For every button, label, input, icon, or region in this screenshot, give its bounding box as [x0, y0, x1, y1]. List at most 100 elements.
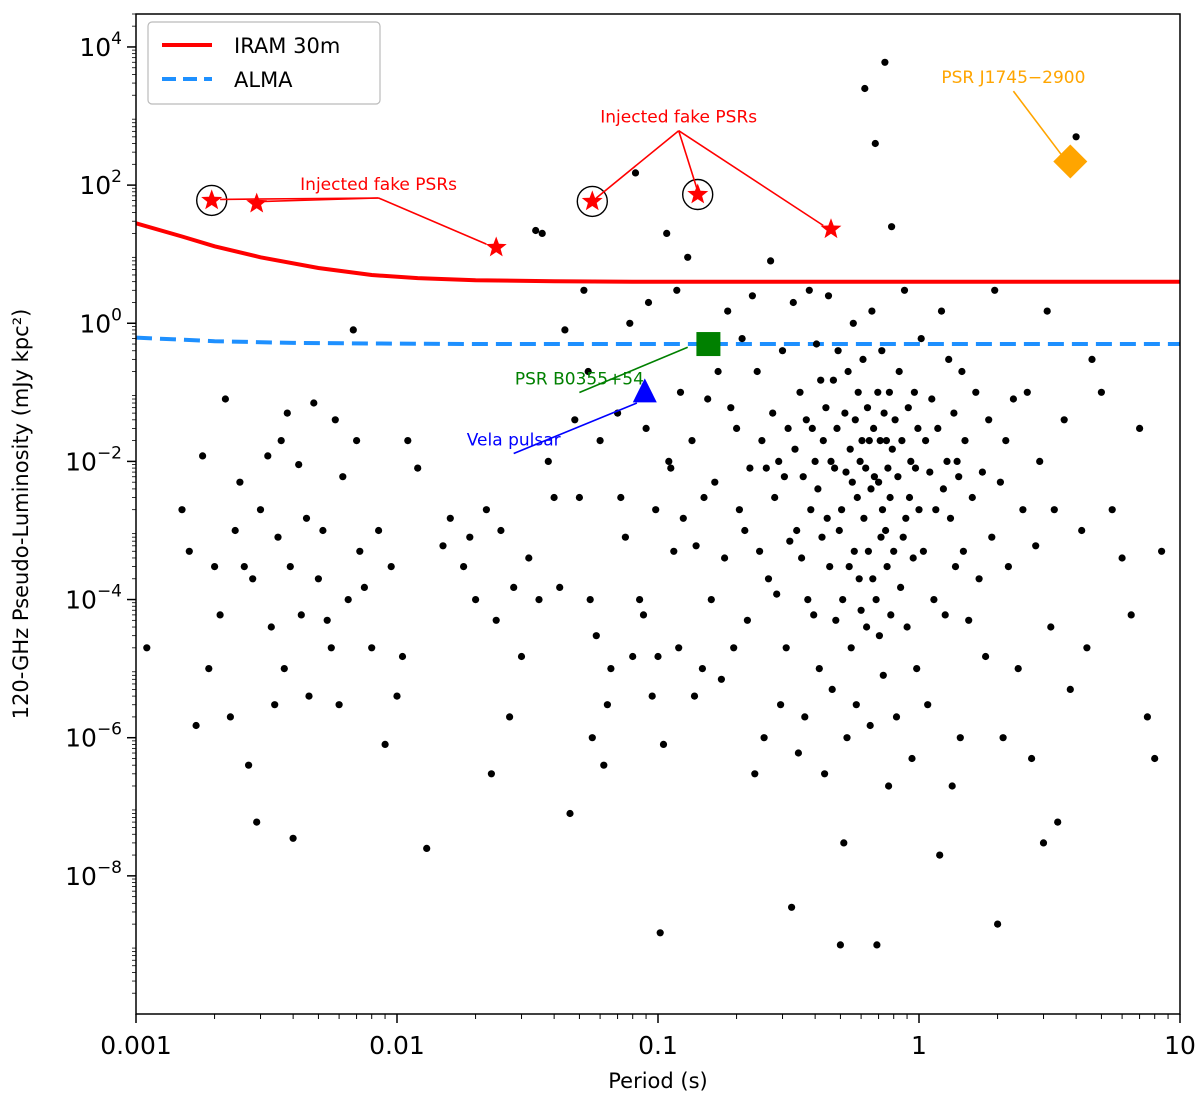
- pulsar-point: [756, 547, 764, 555]
- pulsar-point: [264, 452, 272, 460]
- pulsar-point: [751, 770, 759, 778]
- pulsar-point: [600, 761, 608, 769]
- pulsar-point: [804, 596, 812, 604]
- pulsar-point: [319, 526, 327, 535]
- pulsar-point: [794, 749, 803, 757]
- fake-psr-star: [687, 183, 709, 204]
- pulsar-point: [510, 583, 518, 592]
- y-tick-label: 102: [79, 167, 122, 200]
- pulsar-point: [793, 526, 801, 535]
- pulsar-point: [648, 692, 656, 700]
- annotation-label: Injected fake PSRs: [300, 175, 457, 195]
- pulsar-point: [253, 818, 261, 826]
- pulsar-point: [828, 685, 836, 694]
- pulsar-point: [991, 286, 999, 294]
- pulsar-point: [344, 596, 352, 604]
- pulsar-point: [959, 547, 968, 555]
- pulsar-point: [827, 457, 835, 465]
- pulsar-point: [398, 652, 407, 661]
- pulsar-point: [1014, 665, 1022, 673]
- y-tick-exponent: −4: [97, 582, 122, 602]
- pulsar-point: [236, 478, 244, 486]
- pulsar-point: [692, 542, 700, 550]
- pulsar-point: [349, 326, 357, 334]
- pulsar-point: [876, 437, 884, 445]
- pulsar-point: [819, 437, 827, 445]
- pulsar-point: [667, 464, 675, 472]
- pulsar-point: [335, 701, 343, 709]
- pulsar-point: [900, 286, 909, 294]
- pulsar-point: [905, 493, 914, 502]
- pulsar-point: [859, 355, 867, 363]
- y-tick-label: 10−2: [65, 443, 122, 476]
- pulsar-point: [884, 464, 892, 472]
- pulsar-point: [877, 533, 885, 541]
- pulsar-point: [1047, 623, 1055, 631]
- pulsar-point: [833, 424, 841, 432]
- pulsar-point: [831, 464, 839, 472]
- pulsar-point: [899, 533, 907, 541]
- pulsar-point: [314, 575, 322, 583]
- pulsar-point: [753, 367, 761, 376]
- vela-pulsar-marker: [632, 378, 657, 403]
- pulsar-point: [185, 547, 193, 555]
- pulsar-point: [891, 416, 899, 424]
- pulsar-point: [644, 298, 653, 307]
- pulsar-point: [642, 424, 650, 432]
- pulsar-point: [817, 376, 825, 384]
- pulsar-point: [1088, 355, 1096, 363]
- pulsar-point: [801, 713, 809, 721]
- pulsar-point: [943, 457, 951, 465]
- pulsar-point: [865, 437, 873, 445]
- pulsar-point: [211, 563, 219, 571]
- pulsar-point: [878, 347, 886, 355]
- pulsar-point: [249, 575, 257, 583]
- pulsar-point: [404, 437, 412, 445]
- pulsar-point: [240, 563, 248, 571]
- pulsar-point: [226, 713, 234, 721]
- pulsar-point: [1019, 506, 1027, 514]
- pulsar-point: [778, 347, 787, 355]
- pulsar-point: [286, 563, 294, 571]
- pulsar-point: [810, 611, 818, 619]
- pulsar-point: [652, 506, 660, 514]
- pulsar-point: [958, 367, 966, 376]
- pulsar-point: [607, 665, 615, 673]
- pulsar-point: [887, 611, 895, 619]
- pulsar-point: [799, 473, 807, 481]
- pulsar-point: [910, 388, 919, 396]
- pulsar-point: [1097, 388, 1105, 396]
- pulsar-point: [636, 596, 644, 604]
- pulsar-point: [870, 424, 878, 432]
- pulsar-point: [673, 286, 681, 294]
- pulsar-point: [466, 533, 474, 541]
- pulsar-point: [295, 461, 303, 469]
- pulsar-point: [815, 665, 823, 673]
- annotation-arrow: [579, 346, 689, 394]
- pulsar-point: [1072, 133, 1080, 141]
- pulsar-point: [323, 616, 331, 624]
- pulsar-point: [1143, 713, 1151, 721]
- pulsar-point: [882, 437, 891, 445]
- pulsar-point: [1118, 554, 1126, 562]
- pulsar-point: [769, 409, 777, 417]
- fake-psr-star: [820, 218, 842, 239]
- annotation-label: Injected fake PSRs: [600, 108, 757, 128]
- x-axis-label: Period (s): [608, 1069, 707, 1093]
- pulsar-point: [777, 701, 785, 709]
- pulsar-point: [786, 537, 794, 545]
- pulsar-point: [1004, 563, 1013, 571]
- y-tick-label: 100: [79, 305, 122, 338]
- pulsar-point: [811, 457, 819, 465]
- pulsar-point: [982, 652, 990, 661]
- annotation-label: Vela pulsar: [467, 431, 561, 451]
- pulsar-point: [639, 611, 648, 619]
- pulsar-point: [872, 596, 880, 604]
- pulsar-point: [192, 721, 200, 730]
- pulsar-point: [869, 575, 877, 583]
- pulsar-point: [818, 533, 826, 541]
- pulsar-point: [915, 506, 923, 514]
- pulsar-point: [626, 319, 634, 327]
- pulsar-point: [855, 575, 863, 583]
- y-tick-exponent: −8: [97, 858, 122, 878]
